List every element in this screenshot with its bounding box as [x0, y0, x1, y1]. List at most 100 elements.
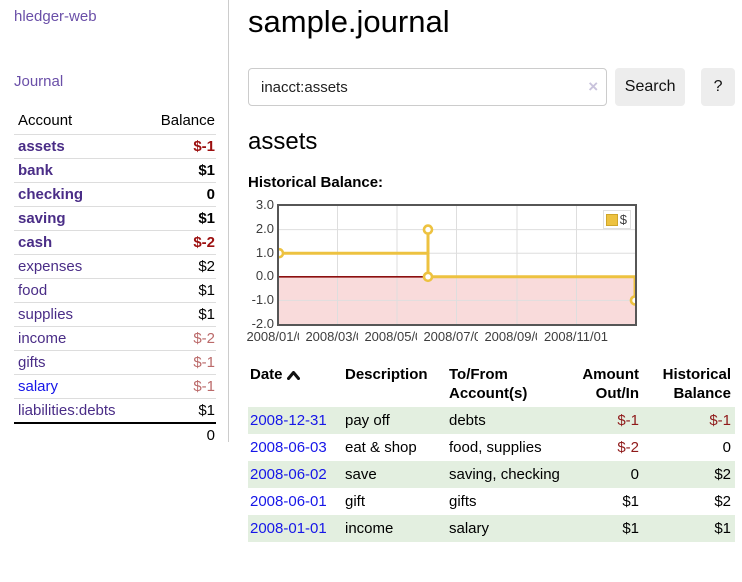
clear-search-icon[interactable]: × [588, 77, 599, 96]
chart-canvas [273, 206, 641, 324]
account-row-assets: assets $-1 [14, 134, 216, 159]
account-link-assets[interactable]: assets [18, 138, 65, 155]
help-button[interactable]: ? [701, 68, 735, 106]
account-link-bank[interactable]: bank [18, 162, 54, 179]
register-row: 2008-06-03 eat & shop food, supplies $-2… [248, 434, 735, 461]
account-row-expenses: expenses $2 [14, 254, 216, 279]
transaction-description: gift [345, 493, 366, 510]
account-row-saving: saving $1 [14, 206, 216, 231]
amount-column-header: Amount Out/In [565, 363, 643, 407]
accounts-table: Account Balance assets $-1 bank $1 check… [14, 109, 216, 447]
register-row: 2008-12-31 pay off debts $-1 $-1 [248, 407, 735, 434]
register-row: 2008-06-01 gift gifts $1 $2 [248, 488, 735, 515]
journal-link[interactable]: Journal [14, 73, 64, 90]
x-tick-label: 2008/05/01 [358, 329, 436, 344]
account-link-liabilities-debts[interactable]: liabilities:debts [18, 402, 116, 419]
account-link-salary[interactable]: salary [18, 378, 59, 395]
balance-value: $1 [141, 206, 216, 231]
transaction-balance: $2 [714, 493, 731, 510]
balance-value: $-2 [141, 326, 216, 351]
transaction-date-link[interactable]: 2008-06-03 [250, 439, 327, 456]
transaction-accounts: saving, checking [449, 466, 560, 483]
gridlines [279, 206, 635, 324]
historical-balance-chart: 3.0 2.0 1.0 0.0 -1.0 -2.0 [240, 198, 648, 344]
accounts-header-line2: Account(s) [449, 385, 528, 402]
y-tick-label: -1.0 [251, 292, 274, 307]
account-link-checking[interactable]: checking [18, 186, 84, 203]
transaction-accounts: gifts [449, 493, 477, 510]
date-column-header[interactable]: Date [248, 363, 345, 407]
search-input[interactable] [248, 68, 608, 106]
account-row-supplies: supplies $1 [14, 302, 216, 327]
account-link-cash[interactable]: cash [18, 234, 53, 251]
main-content: sample.journal × Search ? assets Histori… [240, 0, 735, 542]
transaction-amount: $-1 [617, 412, 639, 429]
transaction-balance: $2 [714, 466, 731, 483]
x-tick-label: 2008/03/01 [299, 329, 377, 344]
transaction-balance: 0 [722, 439, 731, 456]
amount-header-line1: Amount [582, 366, 639, 383]
brand-link[interactable]: hledger-web [14, 8, 97, 25]
account-link-gifts[interactable]: gifts [18, 354, 46, 371]
account-row-salary: salary $-1 [14, 374, 216, 399]
account-row-food: food $1 [14, 278, 216, 303]
account-row-cash: cash $-2 [14, 230, 216, 255]
transaction-date-link[interactable]: 2008-12-31 [250, 412, 327, 429]
account-column-header: Account [14, 109, 142, 135]
transaction-accounts: food, supplies [449, 439, 542, 456]
register-row: 2008-01-01 income salary $1 $1 [248, 515, 735, 542]
account-title: assets [248, 128, 318, 155]
description-column-header: Description [345, 366, 428, 383]
balance-column-header: Historical Balance [643, 363, 735, 407]
total-balance: 0 [141, 422, 216, 447]
accounts-column-header: To/From Account(s) [449, 363, 565, 407]
transaction-accounts: debts [449, 412, 486, 429]
balance-value: $1 [141, 398, 216, 424]
y-tick-label: 1.0 [255, 245, 274, 260]
transaction-description: save [345, 466, 377, 483]
register-header-row: Date Description To/From Account(s) Amou… [248, 363, 735, 407]
page-title: sample.journal [248, 4, 450, 39]
x-tick-label: 2008/07/01 [417, 329, 495, 344]
transaction-balance: $-1 [709, 412, 731, 429]
balance-header-line2: Balance [673, 385, 731, 402]
transaction-balance: $1 [714, 520, 731, 537]
balance-header-line1: Historical [662, 366, 731, 383]
account-row-bank: bank $1 [14, 158, 216, 183]
transaction-date-link[interactable]: 2008-01-01 [250, 520, 327, 537]
account-link-saving[interactable]: saving [18, 210, 66, 227]
y-tick-label: 0.0 [255, 268, 274, 283]
chart-label: Historical Balance: [248, 174, 384, 191]
transaction-amount: $-2 [617, 439, 639, 456]
account-link-income[interactable]: income [18, 330, 67, 347]
balance-value: $1 [141, 302, 216, 327]
sort-ascending-icon [286, 366, 300, 385]
transaction-amount: 0 [630, 466, 639, 483]
balance-value: $1 [141, 158, 216, 183]
balance-column-header: Balance [141, 109, 216, 135]
x-tick-label: 2008/09/01 [478, 329, 556, 344]
register-row: 2008-06-02 save saving, checking 0 $2 [248, 461, 735, 488]
balance-value: $1 [141, 278, 216, 303]
chart-legend: $ [602, 210, 631, 229]
balance-value: 0 [141, 182, 216, 207]
balance-value: $2 [141, 254, 216, 279]
date-header-label: Date [250, 366, 283, 383]
transaction-date-link[interactable]: 2008-06-02 [250, 466, 327, 483]
sidebar: hledger-web Journal Account Balance asse… [0, 0, 229, 447]
y-tick-label: 2.0 [255, 221, 274, 236]
balance-value: $-1 [141, 374, 216, 399]
nav-journal: Journal [14, 73, 228, 91]
transaction-date-link[interactable]: 2008-06-01 [250, 493, 327, 510]
plot-area: $ [273, 204, 641, 326]
account-link-supplies[interactable]: supplies [18, 306, 74, 323]
account-link-expenses[interactable]: expenses [18, 258, 83, 275]
account-link-food[interactable]: food [18, 282, 48, 299]
search-button[interactable]: Search [615, 68, 686, 106]
transaction-amount: $1 [622, 520, 639, 537]
account-row-gifts: gifts $-1 [14, 350, 216, 375]
transaction-accounts: salary [449, 520, 490, 537]
search-box: × [248, 68, 608, 106]
register-table: Date Description To/From Account(s) Amou… [248, 363, 735, 542]
